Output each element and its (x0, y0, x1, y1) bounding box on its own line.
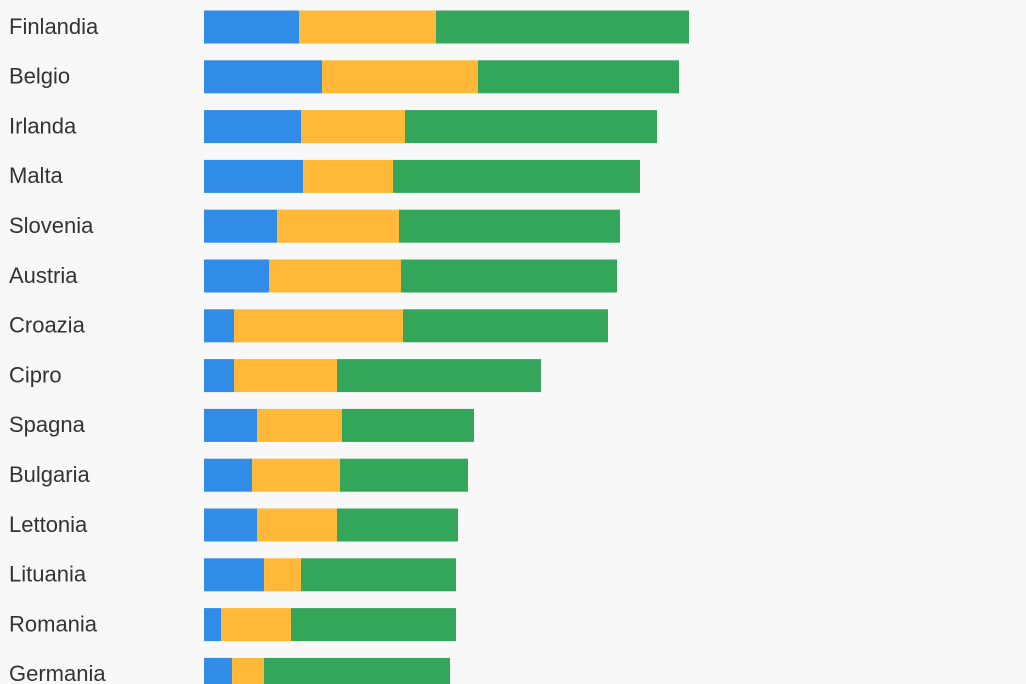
bar-segment (204, 408, 257, 442)
bar-segment (340, 458, 468, 492)
category-label: Lituania (9, 562, 87, 587)
bar-segment (257, 408, 342, 442)
category-label: Finlandia (9, 14, 99, 39)
bar-segment (204, 508, 257, 542)
bar-segment (204, 608, 221, 642)
bar-segment (401, 259, 617, 293)
bar-segment (204, 159, 303, 193)
bar-segment (436, 10, 689, 44)
category-label: Austria (9, 263, 78, 288)
bar-segment (322, 60, 478, 94)
category-label: Croazia (9, 313, 86, 338)
bar-segment (342, 408, 474, 442)
category-label: Cipro (9, 362, 62, 387)
bar-segment (301, 110, 405, 144)
bar-segment (405, 110, 657, 144)
category-label: Slovenia (9, 213, 94, 238)
category-label: Germania (9, 661, 106, 684)
bar-segment (403, 309, 608, 343)
bar-segment (337, 359, 541, 393)
bar-segment (291, 608, 456, 642)
bar-segment (234, 309, 403, 343)
category-label: Spagna (9, 412, 86, 437)
bar-segment (204, 110, 301, 144)
bar-segment (204, 359, 234, 393)
bar-segment (301, 558, 456, 592)
bar-segment (204, 60, 322, 94)
bar-segment (393, 159, 640, 193)
bar-segment (337, 508, 458, 542)
category-label: Belgio (9, 64, 70, 89)
bar-segment (204, 10, 299, 44)
bar-segment (478, 60, 679, 94)
category-label: Malta (9, 163, 64, 188)
bar-segment (204, 259, 269, 293)
bar-segment (269, 259, 401, 293)
category-label: Bulgaria (9, 462, 90, 487)
bar-segment (277, 209, 399, 243)
bar-segment (204, 309, 234, 343)
bar-segment (234, 359, 337, 393)
bar-segment (303, 159, 393, 193)
bar-segment (264, 657, 450, 684)
bar-segment (264, 558, 301, 592)
bar-segment (232, 657, 264, 684)
category-label: Lettonia (9, 512, 88, 537)
bar-segment (252, 458, 340, 492)
bar-segment (204, 558, 264, 592)
bar-segment (299, 10, 436, 44)
bar-segment (221, 608, 291, 642)
bar-segment (204, 458, 252, 492)
category-label: Irlanda (9, 113, 77, 138)
bar-segment (204, 657, 232, 684)
category-label: Romania (9, 611, 98, 636)
bar-segment (399, 209, 620, 243)
bar-segment (257, 508, 337, 542)
bar-segment (204, 209, 277, 243)
